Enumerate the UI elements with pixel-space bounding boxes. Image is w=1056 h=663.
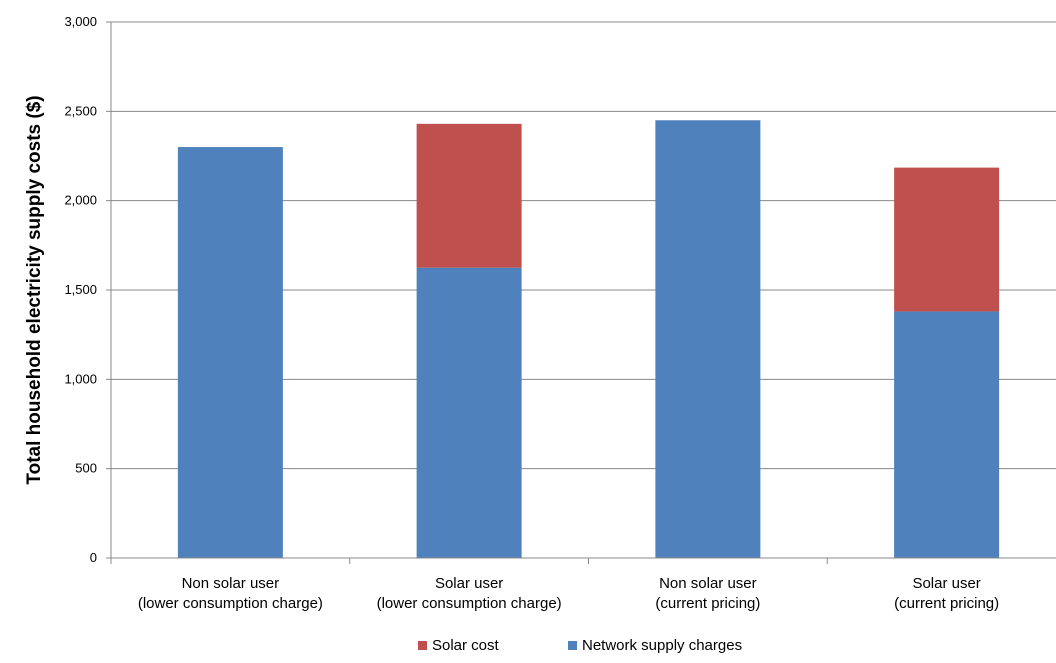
- x-tick-label: Solar user (lower consumption charge): [377, 575, 562, 612]
- legend-swatch: [418, 641, 427, 650]
- x-tick-label: Non solar user (current pricing): [655, 575, 760, 612]
- legend-label: Network supply charges: [582, 637, 742, 654]
- bar-segment: [416, 267, 522, 558]
- y-tick-label: 500: [75, 461, 97, 476]
- y-tick-label: 3,000: [64, 14, 97, 29]
- y-tick-label: 0: [90, 550, 97, 565]
- x-axis: Non solar user (lower consumption charge)…: [110, 557, 1056, 612]
- bar-segment: [894, 167, 1000, 312]
- y-tick-label: 2,000: [64, 193, 97, 208]
- y-axis-label: Total household electricity supply costs…: [24, 95, 45, 484]
- y-axis: 0 500 1,000 1,500 2,000 2,500 3,000: [64, 14, 112, 565]
- legend: Solar cost Network supply charges: [418, 637, 742, 654]
- y-tick-label: 1,500: [64, 282, 97, 297]
- bars: [177, 120, 1000, 559]
- y-tick-label: 1,000: [64, 371, 97, 386]
- x-tick-label: Non solar user (lower consumption charge): [138, 575, 323, 612]
- legend-swatch: [568, 641, 577, 650]
- legend-label: Solar cost: [432, 637, 500, 654]
- x-tick-label: Solar user (current pricing): [894, 575, 999, 612]
- bar-segment: [177, 147, 283, 559]
- bar-segment: [655, 120, 761, 559]
- y-tick-label: 2,500: [64, 103, 97, 118]
- bar-segment: [894, 311, 1000, 558]
- bar-segment: [416, 123, 522, 268]
